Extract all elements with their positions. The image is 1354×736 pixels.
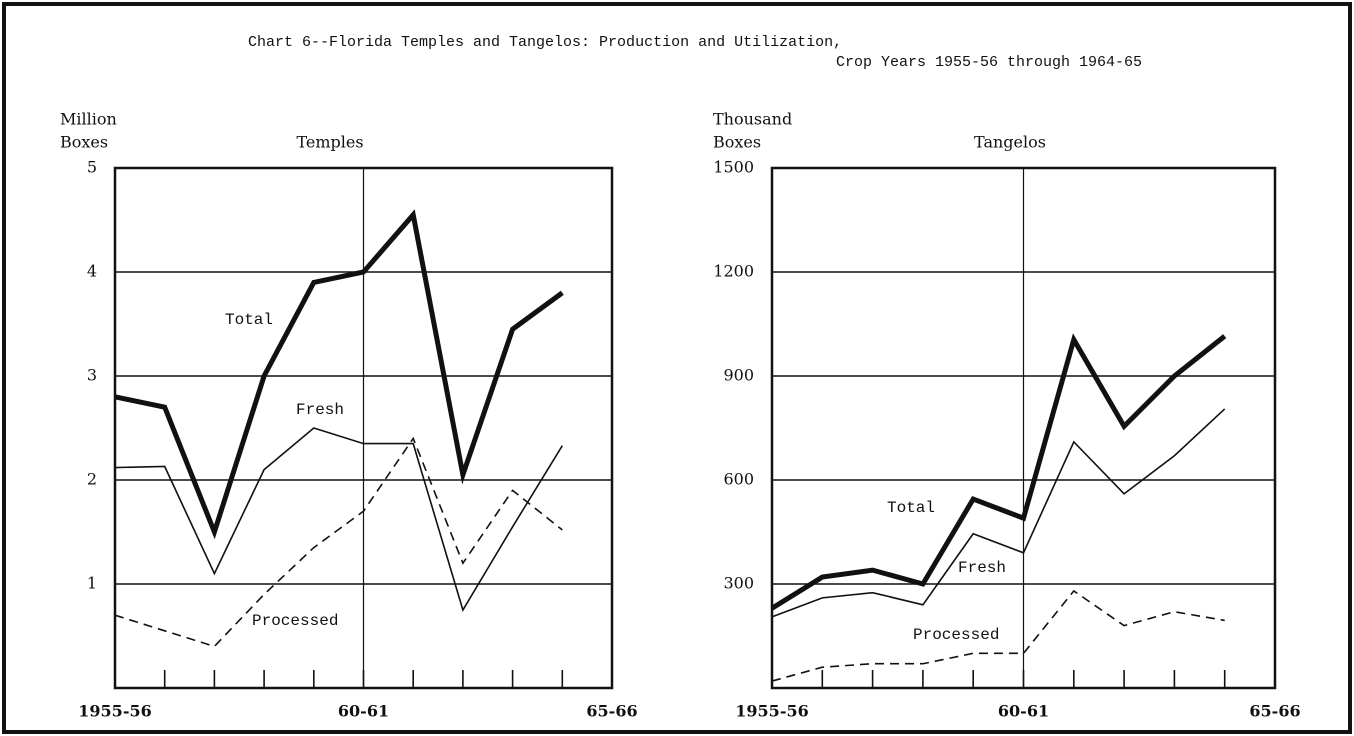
chart-title: Chart 6--Florida Temples and Tangelos: P… <box>248 34 842 51</box>
y-tick-label: 300 <box>723 574 754 593</box>
series-line <box>114 209 564 540</box>
series-label: Total <box>887 499 935 517</box>
panel-title: Tangelos <box>974 133 1046 152</box>
y-tick-label: 1 <box>87 574 97 593</box>
y-tick-label: 4 <box>87 262 97 281</box>
series-line <box>770 333 1227 611</box>
y-tick-label: 5 <box>87 158 97 177</box>
series-line <box>771 408 1226 618</box>
y-axis-label: Thousand <box>713 110 792 129</box>
x-tick-label: 1955-56 <box>78 702 151 721</box>
x-tick-label: 60-61 <box>998 702 1049 721</box>
series-label: Fresh <box>958 559 1006 577</box>
plot-frame <box>113 166 614 690</box>
panel-title: Temples <box>296 133 363 152</box>
series-label: Processed <box>252 612 338 630</box>
y-tick-label: 3 <box>87 366 97 385</box>
x-tick-label: 65-66 <box>586 702 637 721</box>
y-axis-label: Boxes <box>713 133 761 152</box>
plot-frame <box>770 166 1277 690</box>
series-label: Total <box>225 311 273 329</box>
series-line <box>114 436 563 648</box>
x-tick-label: 60-61 <box>338 702 389 721</box>
y-tick-label: 2 <box>87 470 97 489</box>
y-tick-label: 600 <box>723 470 754 489</box>
series-label: Processed <box>913 626 999 644</box>
y-axis-label: Million <box>60 110 117 129</box>
series-line <box>771 589 1225 682</box>
series-line <box>114 427 563 612</box>
series-label: Fresh <box>296 401 344 419</box>
y-tick-label: 900 <box>723 366 754 385</box>
chart-subtitle: Crop Years 1955-56 through 1964-65 <box>836 54 1142 71</box>
y-tick-label: 1200 <box>713 262 754 281</box>
x-tick-label: 65-66 <box>1249 702 1300 721</box>
y-axis-label: Boxes <box>60 133 108 152</box>
x-tick-label: 1955-56 <box>735 702 808 721</box>
y-tick-label: 1500 <box>713 158 754 177</box>
